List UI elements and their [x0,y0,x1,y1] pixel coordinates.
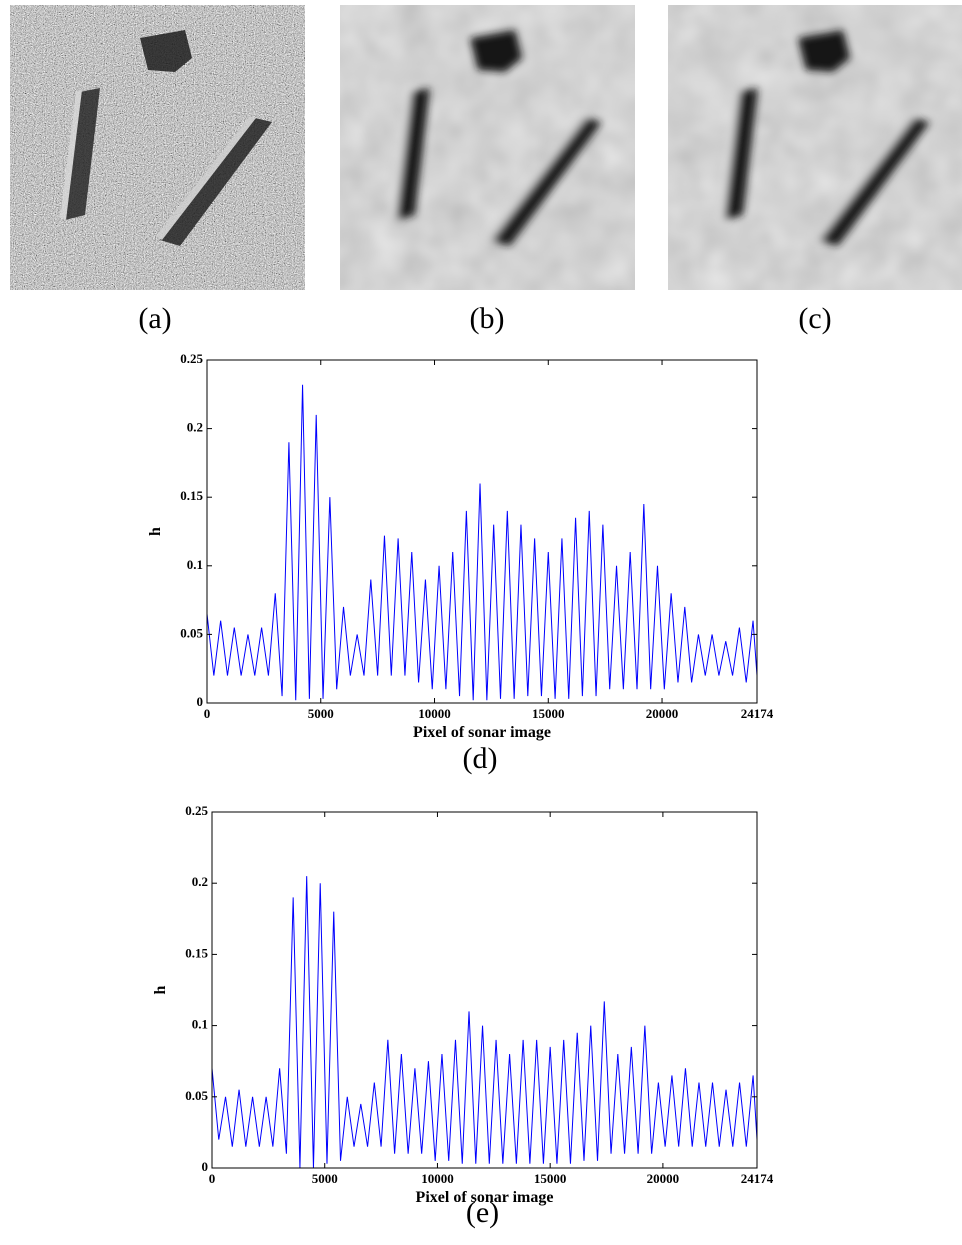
y-tick-label: 0.25 [185,803,208,818]
image-c [668,5,962,290]
x-tick-label: 0 [204,706,211,721]
x-tick-label: 10000 [418,706,451,721]
y-axis-label: h [152,985,169,994]
y-tick-label: 0 [202,1159,209,1174]
x-tick-label: 20000 [647,1171,680,1186]
image-b [340,5,635,290]
y-tick-label: 0.05 [185,1088,208,1103]
y-tick-label: 0.2 [187,420,203,435]
y-tick-label: 0.15 [180,488,203,503]
chart-caption: (d) [463,742,498,775]
plot-frame [206,359,758,704]
data-line [211,876,758,1169]
x-tick-label: 15000 [532,706,565,721]
y-tick-label: 0.15 [185,945,208,960]
y-tick-label: 0 [197,694,204,709]
panel-caption: (c) [798,302,831,335]
y-tick-label: 0.25 [180,351,203,366]
x-tick-label: 15000 [534,1171,567,1186]
x-axis-label: Pixel of sonar image [413,724,551,741]
chart-caption: (e) [466,1196,499,1229]
x-tick-label: 5000 [312,1171,338,1186]
data-line [206,384,758,701]
y-tick-label: 0.2 [192,874,208,889]
y-tick-label: 0.1 [187,557,203,572]
x-tick-label: 10000 [421,1171,454,1186]
y-tick-label: 0.1 [192,1017,208,1032]
x-tick-label: 24174 [741,1171,774,1186]
panel-caption: (b) [470,302,505,335]
x-tick-label: 20000 [646,706,679,721]
plot-frame [211,811,758,1169]
x-axis-label: Pixel of sonar image [416,1189,554,1206]
y-axis-label: h [147,527,164,536]
y-tick-label: 0.05 [180,625,203,640]
x-tick-label: 5000 [308,706,334,721]
x-tick-label: 0 [209,1171,216,1186]
panel-caption: (a) [138,302,171,335]
image-a [10,5,305,290]
x-tick-label: 24174 [741,706,774,721]
